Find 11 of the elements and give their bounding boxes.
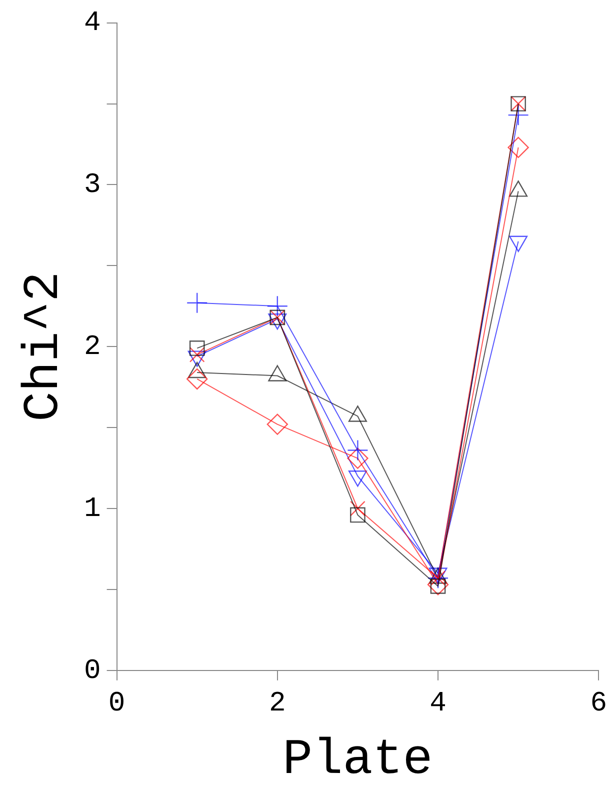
y-tick-label: 4 — [84, 8, 101, 40]
y-tick-label: 1 — [84, 494, 101, 525]
x-tick-label: 6 — [590, 688, 608, 720]
y-tick-label: 3 — [84, 170, 101, 202]
x-tick-label: 0 — [108, 688, 126, 720]
y-tick-label: 0 — [84, 656, 101, 687]
x-tick-label: 2 — [268, 688, 286, 720]
y-tick-label: 2 — [84, 332, 101, 364]
x-axis-title: Plate — [282, 732, 433, 790]
y-axis-title: Chi^2 — [16, 272, 74, 422]
x-tick-label: 4 — [430, 688, 446, 720]
